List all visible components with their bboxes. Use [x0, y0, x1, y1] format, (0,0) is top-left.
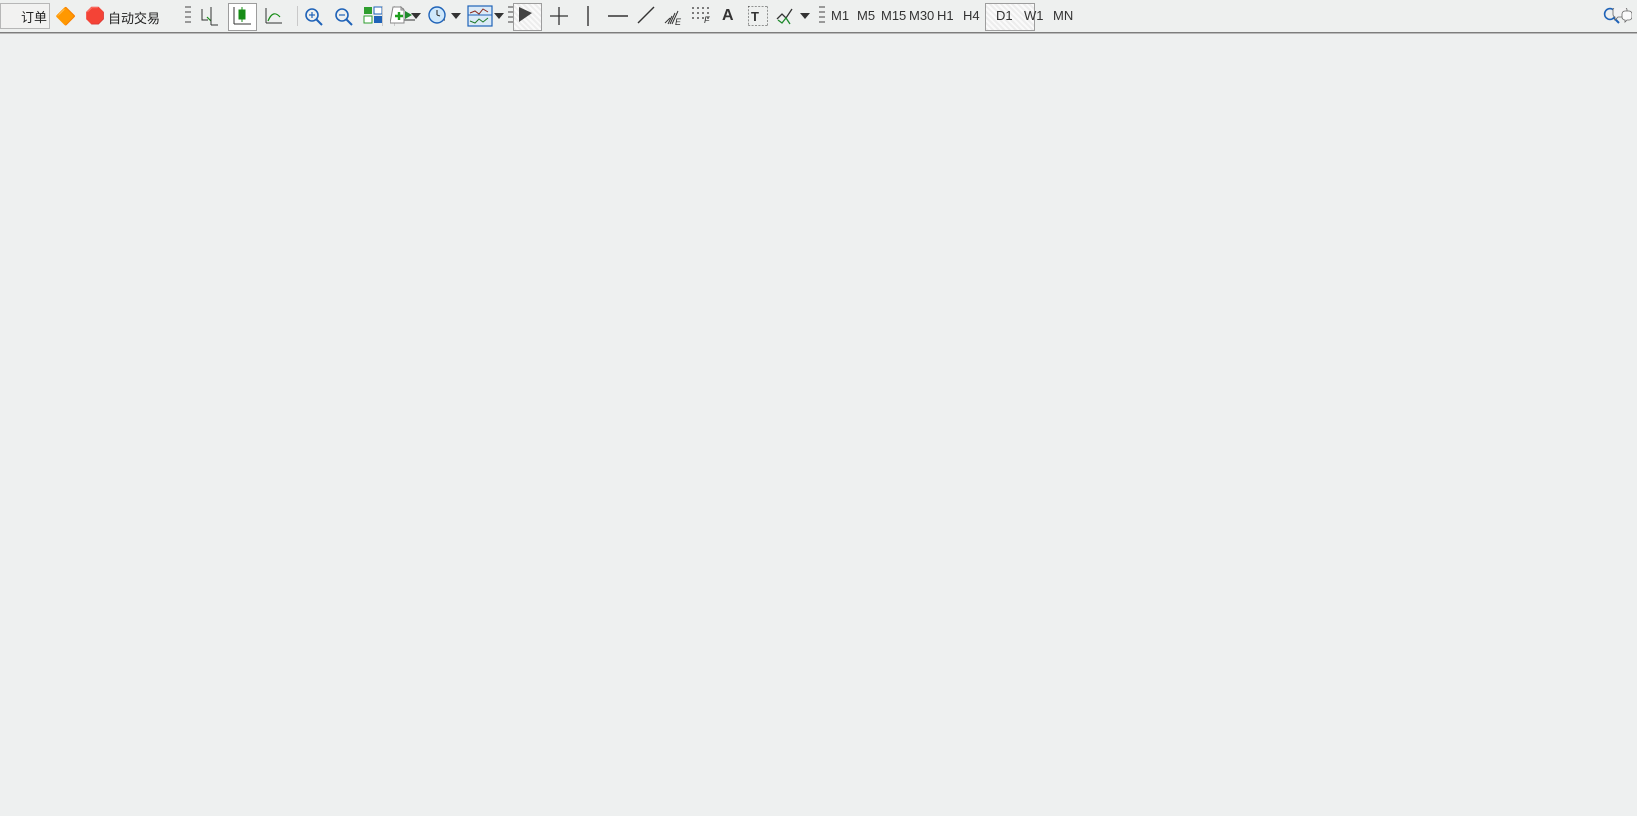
svg-text:E: E [675, 17, 682, 27]
svg-text:T: T [751, 9, 759, 24]
svg-text:F: F [704, 15, 710, 23]
